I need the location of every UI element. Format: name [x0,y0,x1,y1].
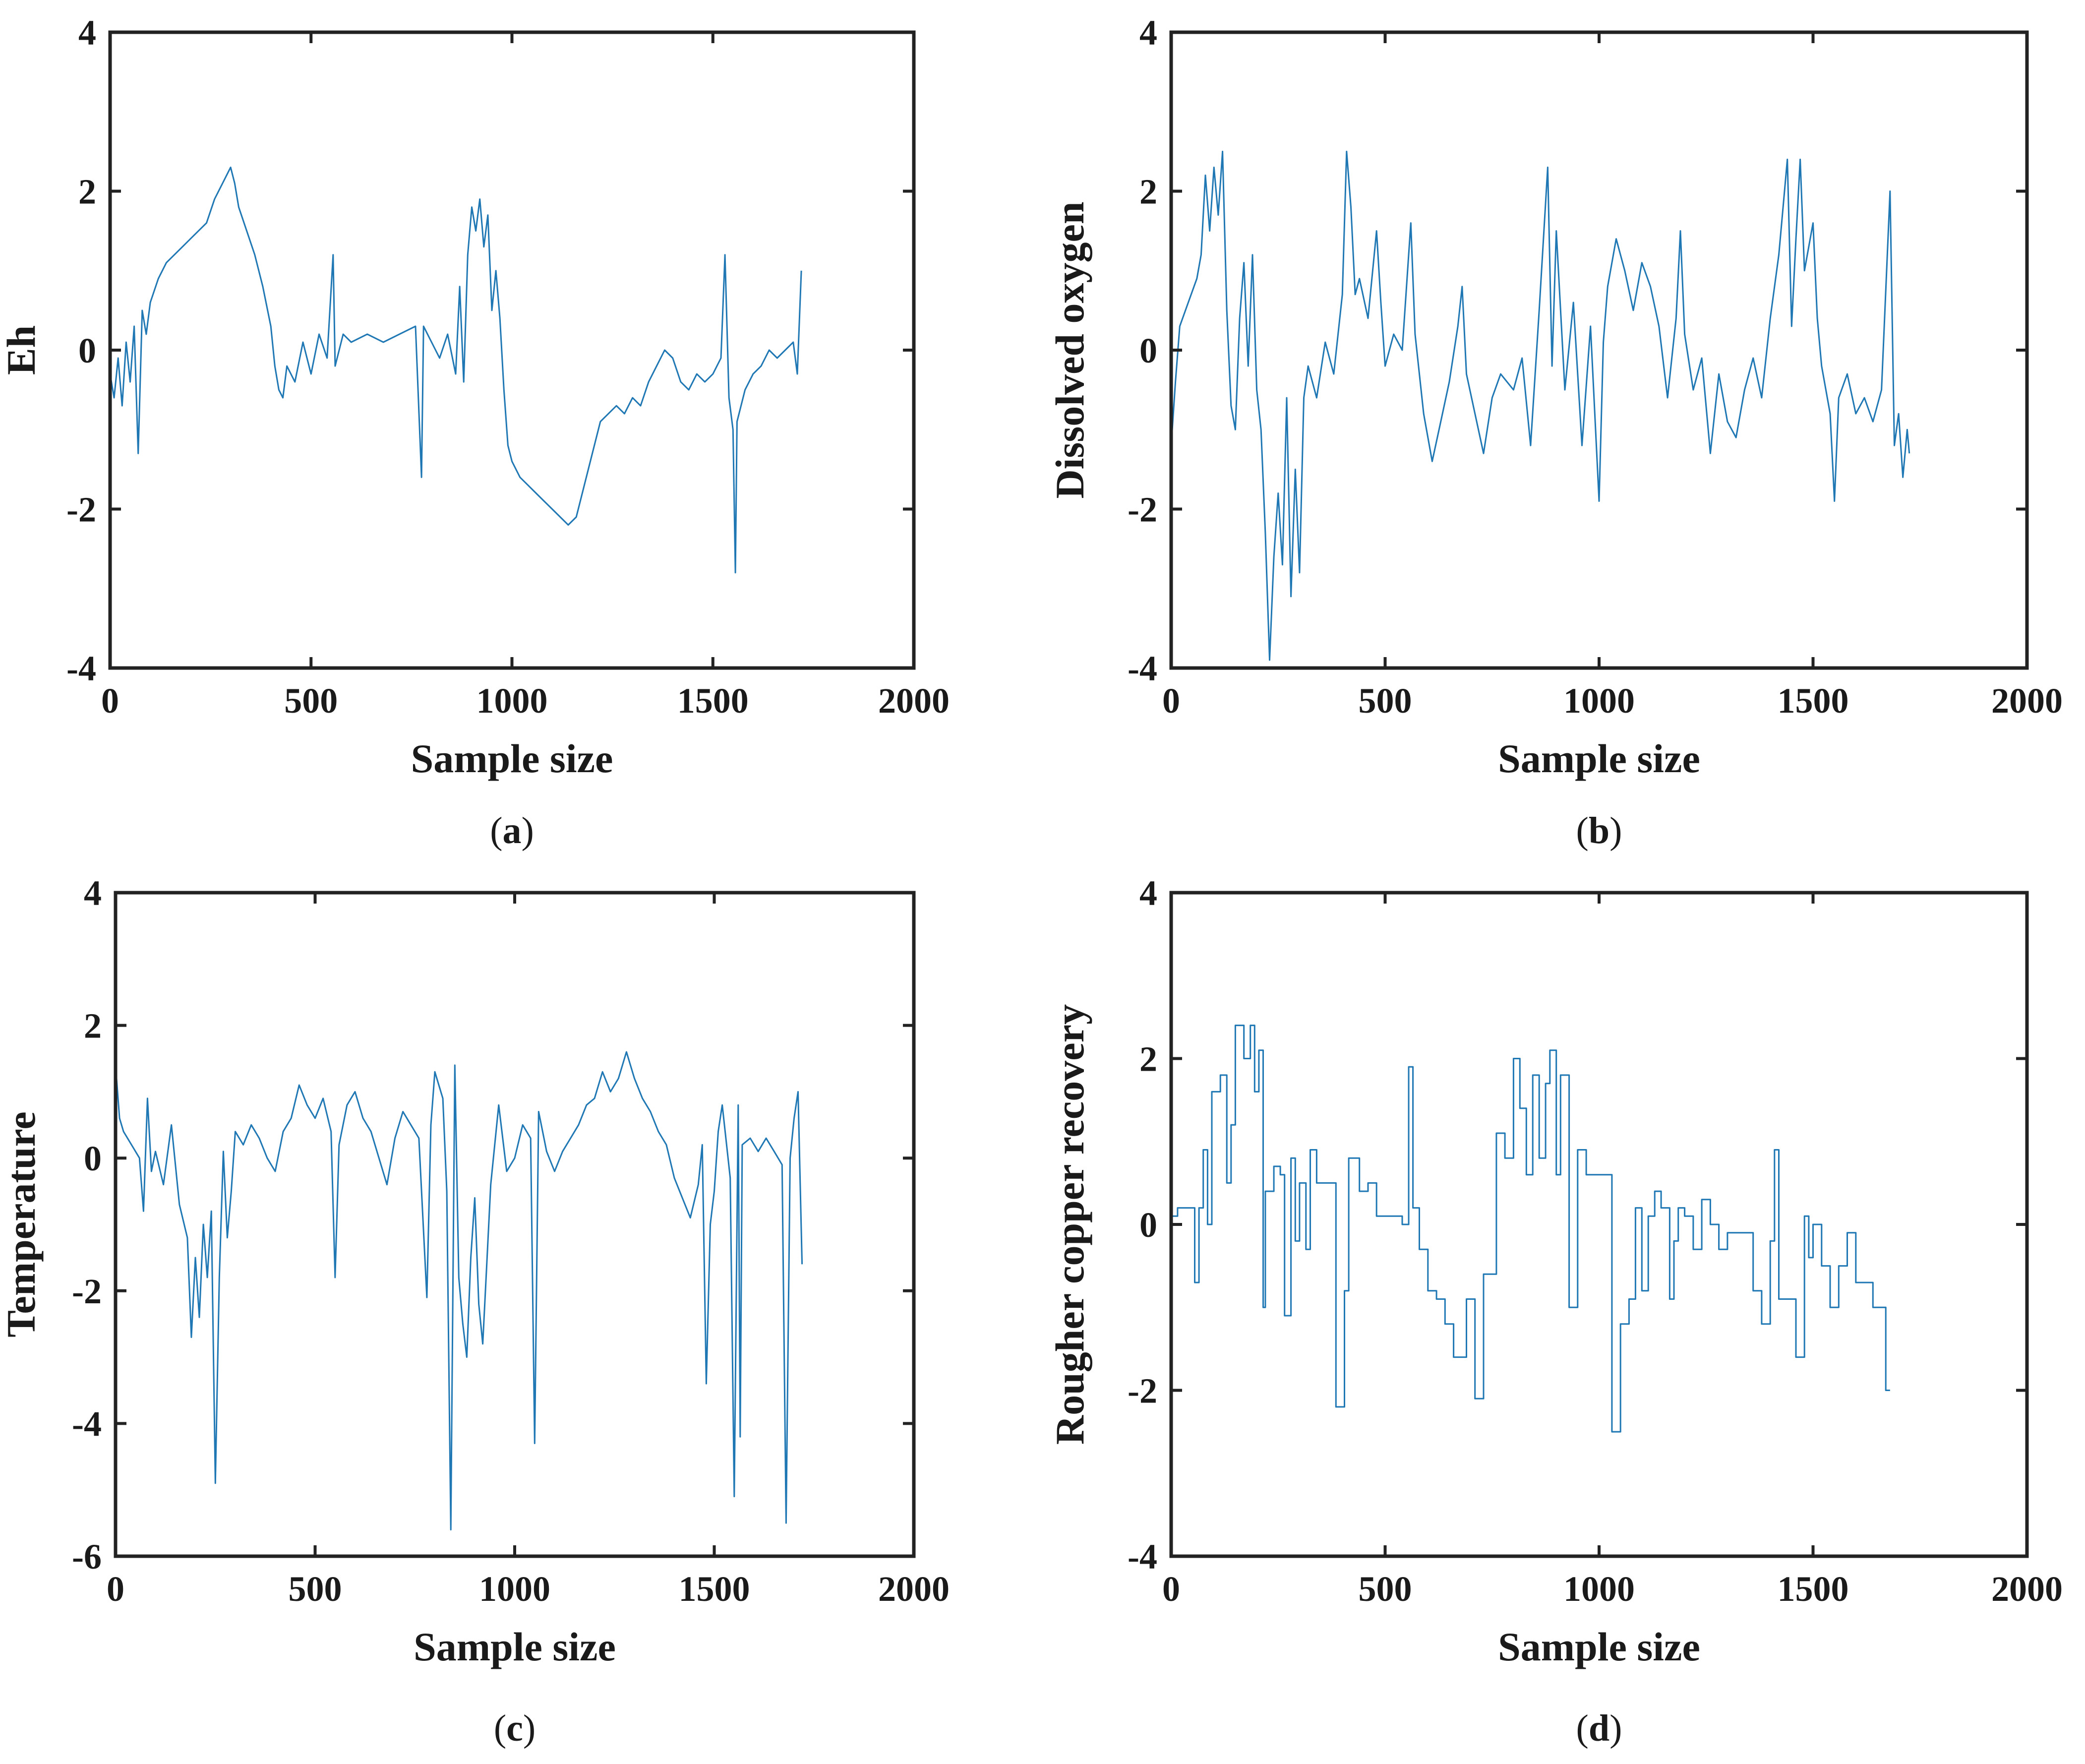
y-tick-label: 4 [1139,873,1157,913]
x-tick-label: 0 [1162,1569,1180,1609]
x-tick-label: 500 [1359,681,1412,721]
x-tick-label: 500 [289,1569,342,1609]
panel-caption: (d) [1576,1707,1622,1749]
y-tick-label: 0 [1139,1205,1157,1245]
y-tick-label: -6 [72,1537,102,1577]
x-tick-label: 500 [284,681,338,721]
chart-d: 0 500 1000 1500 2000 -4 -2 0 2 4 Sample size Roughe… [1047,873,2063,1749]
y-tick-label: 0 [1139,331,1157,370]
plot-frame-a [108,30,916,670]
chart-b: 0 500 1000 1500 2000 -4 -2 0 2 4 Sample size Dissol… [1047,13,2063,852]
x-tick-label: 0 [1162,681,1180,721]
x-tick-label: 1500 [677,681,749,721]
y-tick-label: -2 [66,490,96,530]
x-tick-label: 2000 [878,1569,950,1609]
x-tick-label: 2000 [1991,1569,2063,1609]
x-tick-label: 2000 [878,681,950,721]
y-tick-label: 2 [1139,172,1157,212]
y-tick-label: -4 [66,649,96,688]
x-tick-label: 1500 [1778,681,1849,721]
y-tick-label: 0 [78,331,96,370]
x-tick-label: 1500 [1778,1569,1849,1609]
series-line-b [1170,150,1910,661]
y-axis-title: Rougher copper recovery [1047,1004,1092,1445]
y-tick-label: -4 [1128,1537,1157,1577]
y-tick-label: 0 [84,1139,102,1178]
y-tick-label: 2 [1139,1039,1157,1079]
y-axis-title: Dissolved oxygen [1047,201,1092,498]
x-tick-label: 500 [1359,1569,1412,1609]
y-axis-title: Eh [0,325,44,375]
x-axis-title: Sample size [1498,736,1700,781]
x-tick-label: 2000 [1991,681,2063,721]
x-axis-title: Sample size [411,736,613,781]
x-tick-label: 1000 [477,681,548,721]
y-tick-label: -2 [72,1272,102,1311]
panel-caption: (c) [494,1707,536,1749]
y-tick-label: -4 [1128,649,1157,688]
series-line-d [1171,1025,1890,1433]
y-tick-label: -2 [1128,1371,1157,1411]
x-tick-label: 1500 [679,1569,750,1609]
y-tick-label: 2 [78,172,96,212]
chart-c: 0 500 1000 1500 2000 -6 -4 -2 0 2 4 Sample size Temp… [0,873,950,1749]
panel-caption: (b) [1576,810,1622,852]
series-line-c [115,1051,803,1530]
panel-caption: (a) [490,810,534,852]
series-line-a [109,166,802,574]
x-tick-label: 1000 [1563,1569,1635,1609]
x-tick-label: 0 [107,1569,124,1609]
x-axis-title: Sample size [414,1624,616,1669]
plot-frame-c [114,891,916,1558]
chart-a: 0 500 1000 1500 2000 -4 -2 0 2 4 Sample size Eh (a) [0,13,950,852]
y-tick-label: 4 [1139,13,1157,53]
x-tick-label: 1000 [479,1569,550,1609]
y-tick-label: -2 [1128,490,1157,530]
x-tick-label: 1000 [1563,681,1635,721]
y-tick-label: 4 [84,873,102,913]
y-axis-title: Temperature [0,1111,44,1337]
x-axis-title: Sample size [1498,1624,1700,1669]
y-tick-label: -4 [72,1404,102,1444]
y-tick-label: 4 [78,13,96,53]
x-tick-label: 0 [101,681,119,721]
y-tick-label: 2 [84,1006,102,1046]
